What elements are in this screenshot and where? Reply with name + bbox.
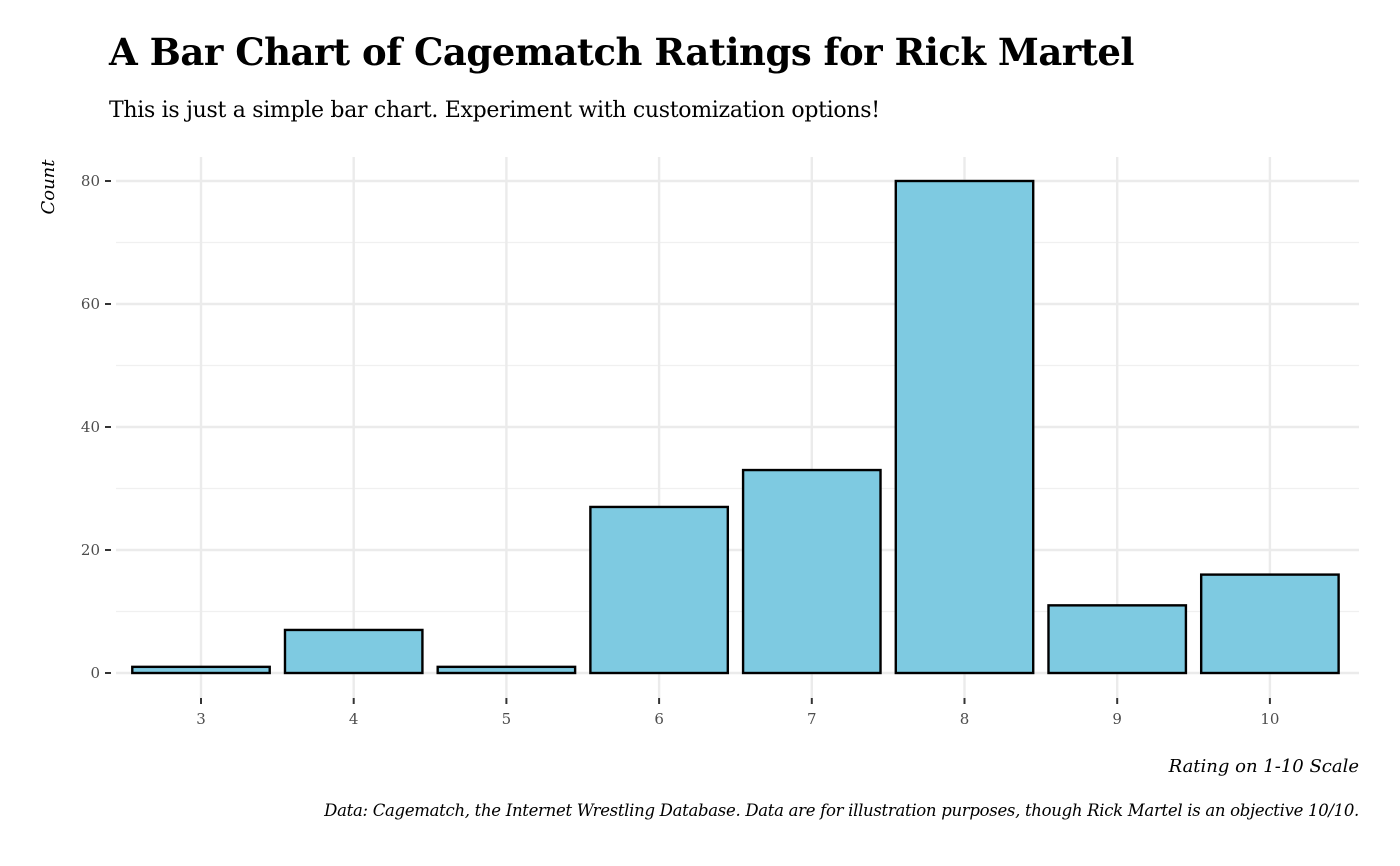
- bar-3: [131, 665, 271, 675]
- x-tick-label: 6: [654, 710, 664, 728]
- bar-5: [436, 665, 577, 675]
- x-tick-label: 5: [502, 710, 512, 728]
- y-tick-label: 20: [81, 541, 100, 559]
- y-tick-label: 40: [81, 418, 100, 436]
- x-tick-label: 7: [807, 710, 817, 728]
- x-axis-title: Rating on 1-10 Scale: [1168, 756, 1359, 777]
- chart-subtitle: This is just a simple bar chart. Experim…: [109, 98, 880, 123]
- bar-8: [894, 179, 1035, 675]
- bar-9: [1047, 604, 1188, 675]
- bar-6: [589, 505, 730, 675]
- x-tick-label: 3: [196, 710, 206, 728]
- axes: 0 20 40 60 80 3 4 5 6 7 8 9 10: [81, 172, 1280, 728]
- bar-4: [283, 628, 424, 675]
- chart-caption: Data: Cagematch, the Internet Wrestling …: [324, 801, 1359, 820]
- y-tick-label: 80: [81, 172, 100, 190]
- x-tick-label: 10: [1260, 710, 1279, 728]
- y-tick-label: 60: [81, 295, 100, 313]
- bar-7: [741, 468, 882, 675]
- chart-title: A Bar Chart of Cagematch Ratings for Ric…: [109, 30, 1134, 74]
- y-axis-title: Count: [38, 159, 59, 215]
- bars: [131, 179, 1340, 675]
- bar-10: [1199, 573, 1340, 675]
- x-tick-label: 9: [1112, 710, 1122, 728]
- x-tick-label: 8: [960, 710, 970, 728]
- x-tick-label: 4: [349, 710, 359, 728]
- y-tick-label: 0: [90, 664, 100, 682]
